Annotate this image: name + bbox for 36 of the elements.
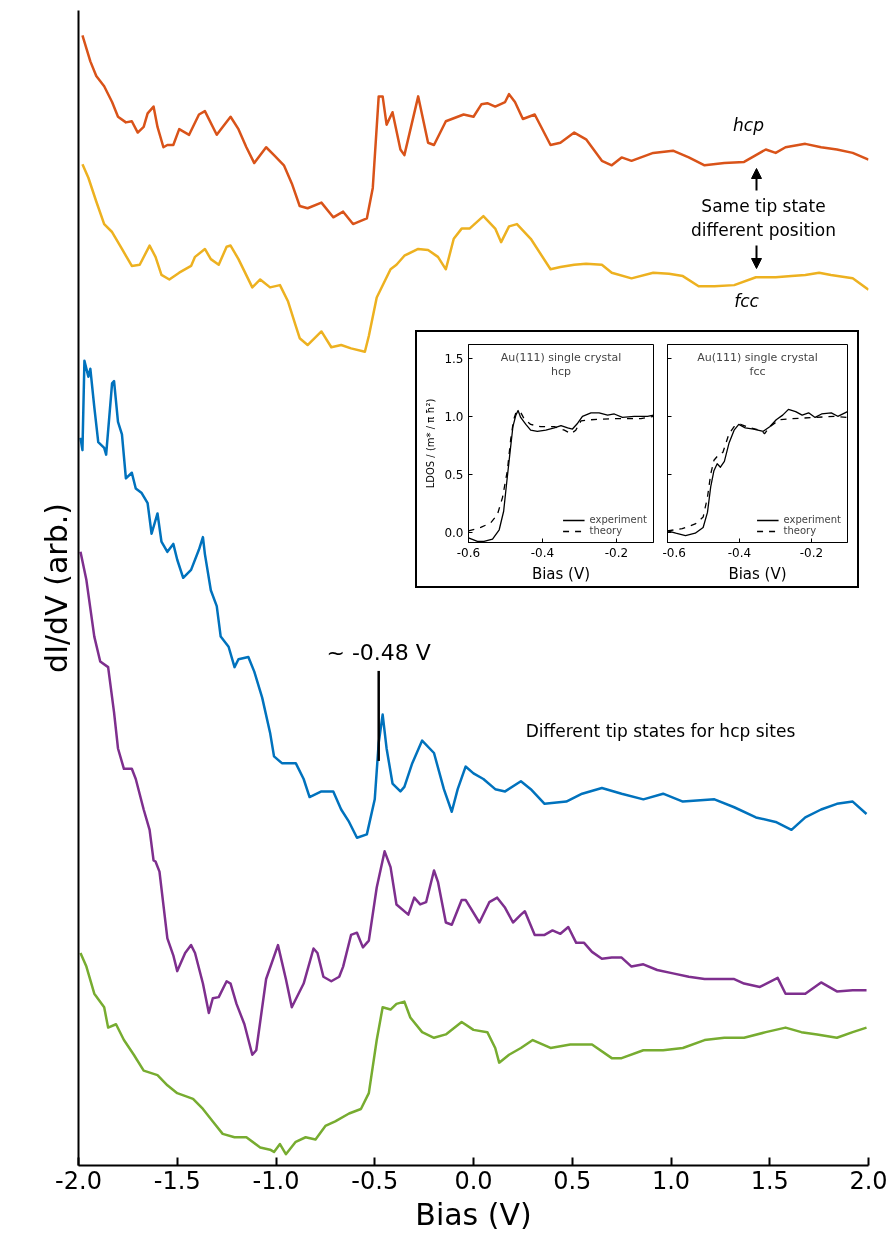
x-tick-label: 0.5 <box>553 1166 592 1195</box>
y-tick-label: 0.0 <box>444 525 464 540</box>
x-tick-label: 1.5 <box>750 1166 789 1195</box>
x-tick-label: -0.6 <box>662 545 686 560</box>
text: Au(111) single crystal <box>697 350 818 364</box>
legend-label: experiment <box>589 514 647 525</box>
x-tick-label: -0.5 <box>351 1166 399 1195</box>
legend-label: experiment <box>783 514 841 525</box>
x-tick-label: -1.5 <box>153 1166 201 1195</box>
annotation: Different tip states for hcp sites <box>525 720 796 741</box>
x-tick-label: -0.2 <box>799 545 824 560</box>
x-tick-label: -0.4 <box>530 545 555 560</box>
x-axis-title: Bias (V) <box>728 564 787 583</box>
x-tick-label: 1.0 <box>651 1166 691 1195</box>
y-tick-label: 0.5 <box>444 467 464 482</box>
y-tick-label: 1.5 <box>444 351 464 366</box>
y-axis-title: LDOS / (m* / π ħ²) <box>425 398 437 489</box>
text: hcp <box>551 364 572 378</box>
annotation: Same tip state different position <box>691 195 836 240</box>
x-tick-label: -2.0 <box>55 1166 102 1195</box>
annotation: hcp <box>733 114 765 135</box>
x-tick-label: 2.0 <box>849 1166 888 1195</box>
text: Au(111) single crystal <box>500 350 622 364</box>
y-tick-label: 1.0 <box>444 409 464 424</box>
annotation: fcc <box>734 290 760 311</box>
y-axis-title: dI/dV (arb.) <box>38 503 74 673</box>
legend-label: theory <box>783 525 817 536</box>
x-axis-title: Bias (V) <box>531 564 591 583</box>
text: fcc <box>749 364 766 378</box>
annotation: ~ -0.48 V <box>326 639 431 665</box>
x-axis-title: Bias (V) <box>415 1196 532 1232</box>
x-tick-label: -0.2 <box>604 545 629 560</box>
x-tick-label: -0.4 <box>727 545 752 560</box>
x-tick-label: -0.6 <box>456 545 481 560</box>
legend-label: theory <box>589 525 623 536</box>
x-tick-label: -1.0 <box>252 1166 300 1195</box>
